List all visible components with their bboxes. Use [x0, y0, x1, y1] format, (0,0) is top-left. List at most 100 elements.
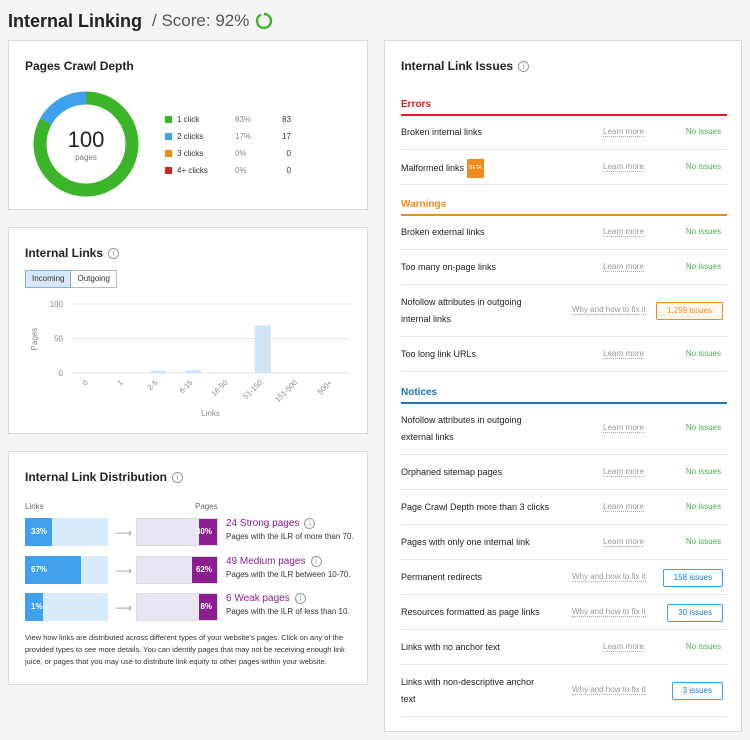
bar-6-15[interactable] [185, 370, 202, 373]
distribution-type-link[interactable]: 6 Weak pages i [226, 593, 366, 604]
why-fix-link[interactable]: Why and how to fix it [572, 606, 646, 617]
issue-name-text[interactable]: Broken internal links [401, 127, 483, 137]
links-bar[interactable]: 67% [25, 556, 108, 584]
issue-row[interactable]: Resources formatted as page links Why and… [401, 595, 727, 630]
issue-row[interactable]: Malformed links BETA Learn more No issues [401, 150, 727, 185]
issue-name-text[interactable]: Too long link URLs [401, 349, 477, 359]
learn-more-link[interactable]: Learn more [603, 641, 644, 652]
issue-name-text[interactable]: Links with non-descriptive anchor text [401, 677, 535, 704]
why-fix-link[interactable]: Why and how to fix it [572, 305, 646, 315]
learn-more-link[interactable]: Learn more [603, 348, 644, 359]
learn-more-link[interactable]: Learn more [603, 501, 644, 512]
pages-bar[interactable]: 62% [136, 556, 218, 584]
legend-row[interactable]: 1 click 83% 83 [165, 111, 291, 128]
issue-row[interactable]: Permanent redirects Why and how to fix it… [401, 560, 727, 595]
issue-name[interactable]: Links with non-descriptive anchor text [401, 674, 551, 708]
learn-more-link[interactable]: Learn more [603, 423, 644, 433]
issue-name-text[interactable]: Pages with only one internal link [401, 537, 530, 547]
why-fix-link[interactable]: Why and how to fix it [572, 571, 646, 582]
links-bar[interactable]: 1% [25, 593, 108, 621]
issue-row[interactable]: Broken internal links Learn more No issues [401, 115, 727, 150]
issue-name[interactable]: Too long link URLs [401, 346, 551, 363]
legend-row[interactable]: 2 clicks 17% 17 [165, 128, 291, 145]
bar-2-5[interactable] [150, 370, 167, 373]
learn-more-link[interactable]: Learn more [603, 536, 644, 547]
pages-bar-fill [199, 519, 217, 545]
issue-row[interactable]: Broken external links Learn more No issues [401, 215, 727, 250]
info-icon[interactable]: i [294, 593, 306, 604]
links-bar-fill [25, 593, 44, 621]
legend-row[interactable]: 4+ clicks 0% 0 [165, 162, 291, 179]
bar-51-150[interactable] [254, 325, 271, 373]
info-icon[interactable]: i [518, 61, 530, 73]
tab-incoming[interactable]: Incoming [25, 270, 72, 288]
issue-count-badge[interactable]: 30 issues [667, 603, 723, 622]
learn-more-link[interactable]: Learn more [603, 261, 644, 272]
issue-row[interactable]: Pages with only one internal link Learn m… [401, 525, 727, 560]
issue-name[interactable]: Orphaned sitemap pages [401, 464, 551, 481]
issue-name[interactable]: Links with no anchor text [401, 639, 551, 656]
link-distribution-title: Internal Link Distribution i [25, 470, 184, 484]
issue-name-text[interactable]: Orphaned sitemap pages [401, 467, 503, 477]
issue-row[interactable]: Too many on-page links Learn more No issue… [401, 250, 727, 285]
issue-name-text[interactable]: Broken external links [401, 227, 485, 237]
issue-name[interactable]: Nofollow attributes in outgoing internal… [401, 294, 551, 328]
notices-heading: Notices [401, 387, 727, 404]
issue-name[interactable]: Broken external links [401, 224, 551, 241]
pages-bar[interactable]: 8% [136, 593, 218, 621]
distribution-type-title[interactable]: 6 Weak pages [226, 593, 290, 605]
issue-name[interactable]: Resources formatted as page links [401, 604, 551, 621]
distribution-type-link[interactable]: 49 Medium pages i [226, 556, 366, 567]
distribution-info: 49 Medium pages i Pages with the ILR betwe… [226, 556, 366, 579]
issue-name-text[interactable]: Too many on-page links [401, 262, 497, 272]
issue-row[interactable]: Orphaned sitemap pages Learn more No issue… [401, 455, 727, 490]
distribution-row[interactable]: 1% ⟶ 8% 6 Weak pages i Pages with the ILR of … [25, 593, 365, 621]
issue-row[interactable]: Too long link URLs Learn more No issues [401, 337, 727, 372]
issue-count-badge[interactable]: 3 issues [671, 682, 723, 700]
issue-name[interactable]: Broken internal links [401, 124, 551, 141]
issue-name-text[interactable]: Permanent redirects [401, 572, 483, 582]
learn-more-link[interactable]: Learn more [603, 226, 644, 237]
donut-segment-1[interactable] [33, 91, 139, 197]
distribution-type-title[interactable]: 49 Medium pages [226, 556, 306, 568]
issue-name-text[interactable]: Page Crawl Depth more than 3 clicks [401, 502, 550, 512]
issue-name[interactable]: Malformed links BETA [401, 159, 551, 178]
issue-row[interactable]: Links with no anchor text Learn more No is… [401, 630, 727, 665]
learn-more-link[interactable]: Learn more [603, 161, 644, 172]
why-fix-link[interactable]: Why and how to fix it [572, 685, 646, 695]
distribution-type-link[interactable]: 24 Strong pages i [226, 518, 366, 529]
pages-percent: 8% [200, 602, 212, 611]
issue-name-text[interactable]: Links with no anchor text [401, 642, 501, 652]
issue-name-text[interactable]: Malformed links [401, 162, 465, 173]
tab-outgoing[interactable]: Outgoing [71, 270, 117, 288]
issue-count-badge[interactable]: 158 issues [662, 568, 723, 587]
pages-column-head: Pages [195, 502, 218, 511]
distribution-row[interactable]: 33% ⟶ 30% 24 Strong pages i Pages with the IL… [25, 518, 365, 546]
distribution-row[interactable]: 67% ⟶ 62% 49 Medium pages i Pages with the IL… [25, 556, 365, 584]
issue-row[interactable]: Links with non-descriptive anchor text Wh… [401, 665, 727, 717]
issue-name[interactable]: Too many on-page links [401, 259, 551, 276]
pages-bar[interactable]: 30% [136, 518, 218, 546]
issue-name[interactable]: Nofollow attributes in outgoing external… [401, 412, 551, 446]
issue-name-text[interactable]: Resources formatted as page links [401, 607, 540, 617]
legend-row[interactable]: 3 clicks 0% 0 [165, 145, 291, 162]
issue-row[interactable]: Nofollow attributes in outgoing external… [401, 403, 727, 455]
distribution-type-title[interactable]: 24 Strong pages [226, 518, 300, 530]
issue-row[interactable]: Page Crawl Depth more than 3 clicks Learn… [401, 490, 727, 525]
issue-name-text[interactable]: Nofollow attributes in outgoing external… [401, 415, 522, 442]
links-bar[interactable]: 33% [25, 518, 108, 546]
learn-more-link[interactable]: Learn more [603, 466, 644, 477]
info-icon[interactable]: i [172, 472, 184, 484]
y-tick-label: 50 [54, 335, 63, 344]
issue-count-badge[interactable]: 1,259 issues [656, 302, 723, 320]
info-icon[interactable]: i [304, 518, 316, 529]
issue-name[interactable]: Pages with only one internal link [401, 534, 551, 551]
issue-name[interactable]: Permanent redirects [401, 569, 551, 586]
info-icon[interactable]: i [108, 248, 120, 260]
issue-row[interactable]: Nofollow attributes in outgoing internal… [401, 285, 727, 337]
issue-name-text[interactable]: Nofollow attributes in outgoing internal… [401, 297, 522, 324]
info-icon[interactable]: i [310, 556, 322, 567]
learn-more-link[interactable]: Learn more [603, 126, 644, 137]
pages-percent: 62% [195, 565, 212, 574]
issue-name[interactable]: Page Crawl Depth more than 3 clicks [401, 499, 551, 516]
